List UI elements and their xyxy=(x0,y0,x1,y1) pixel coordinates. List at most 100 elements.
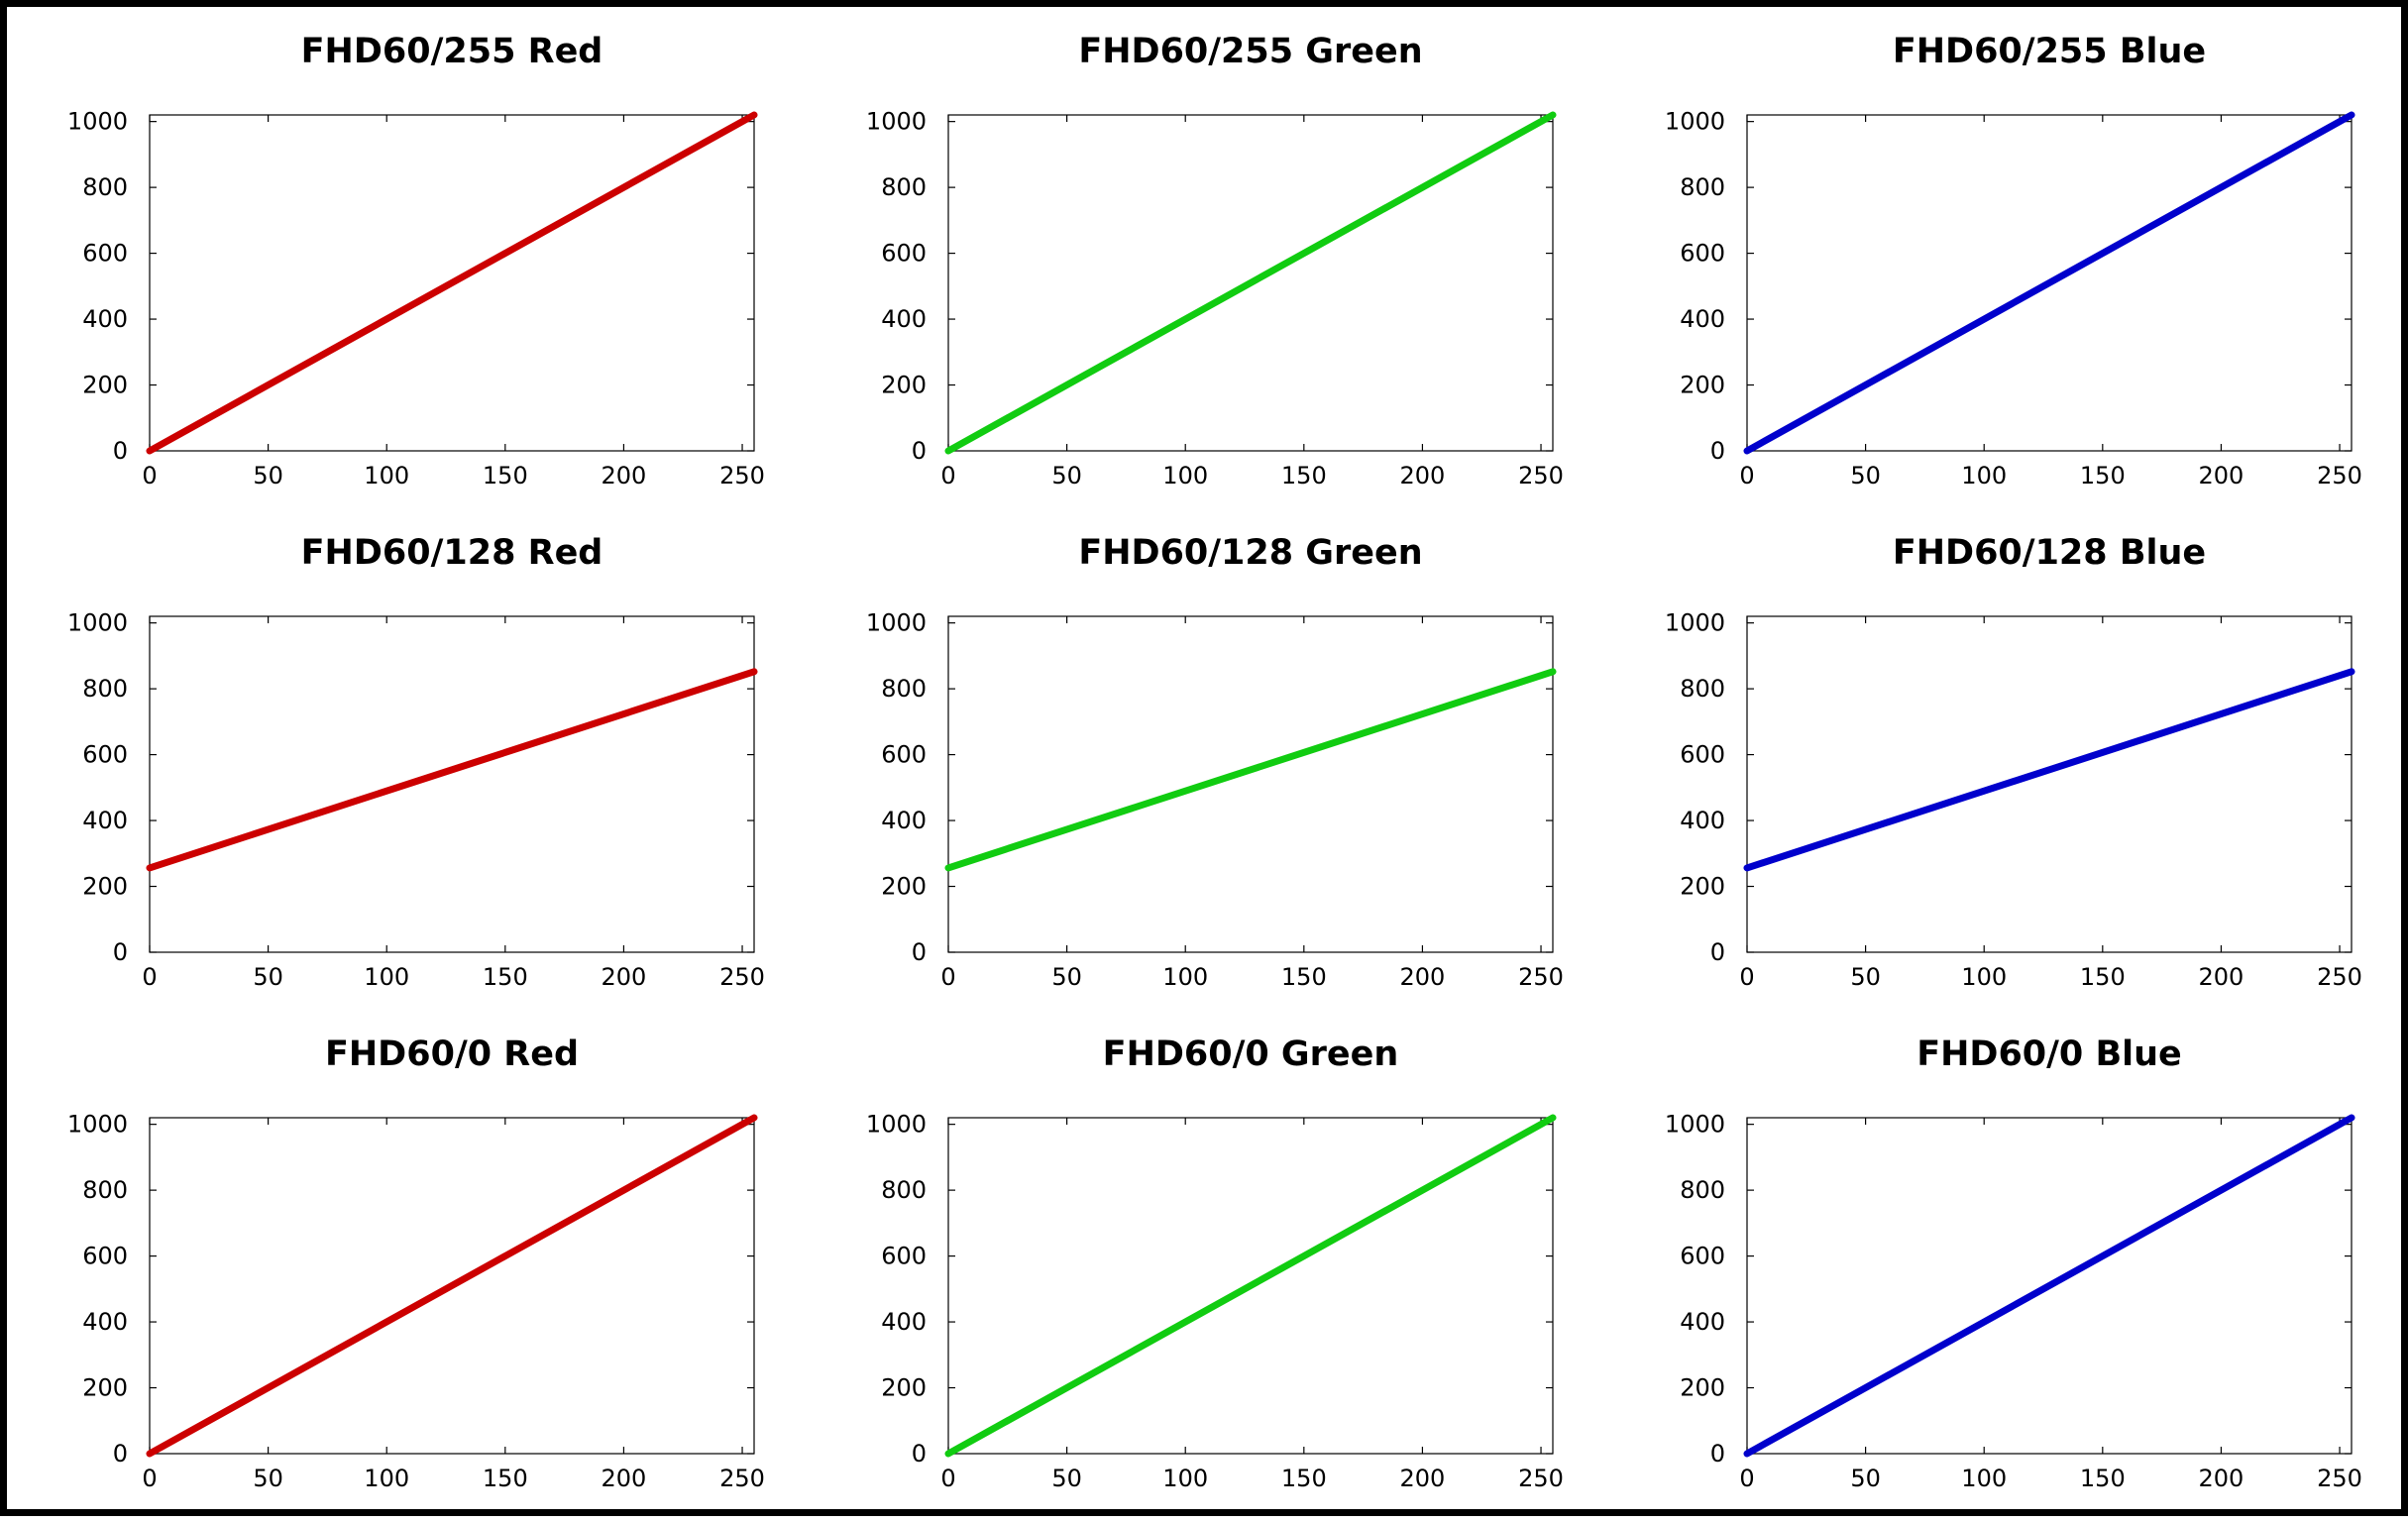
x-tick-label: 200 xyxy=(2199,963,2244,991)
y-tick-label: 0 xyxy=(1710,437,1725,465)
chart-title: FHD60/128 Red xyxy=(301,533,603,573)
y-tick-label: 1000 xyxy=(1665,1111,1725,1139)
series-line xyxy=(146,111,758,455)
chart-panel-5: FHD60/128 Green 0 50 100 150 200 250 0 200 400 600… xyxy=(866,533,1564,991)
plot-frame xyxy=(947,1117,1554,1455)
x-tick-label: 50 xyxy=(253,963,283,991)
y-tick-label: 0 xyxy=(1710,938,1725,966)
x-tick-label: 200 xyxy=(602,462,647,490)
chart-panel-9: FHD60/0 Blue 0 50 100 150 200 250 0 200 400 600 800… xyxy=(1665,1034,2362,1492)
y-tick-label: 600 xyxy=(1680,741,1725,769)
x-tick-label: 0 xyxy=(1739,462,1754,490)
x-tick-label: 200 xyxy=(602,963,647,991)
chart-title: FHD60/0 Red xyxy=(325,1034,579,1074)
x-tick-label: 150 xyxy=(2080,963,2126,991)
y-tick-label: 200 xyxy=(881,372,927,399)
x-tick-label: 200 xyxy=(1400,1465,1446,1492)
x-tick-label: 0 xyxy=(940,963,955,991)
y-tick-label: 1000 xyxy=(67,609,128,637)
y-tick-label: 1000 xyxy=(866,108,927,136)
y-tick-label: 800 xyxy=(1680,675,1725,703)
x-tick-label: 250 xyxy=(1518,963,1564,991)
chart-panel-3: FHD60/255 Blue 0 50 100 150 200 250 0 200 400 600 8… xyxy=(1665,32,2362,490)
x-tick-label: 250 xyxy=(719,963,765,991)
x-tick-label: 50 xyxy=(1850,963,1881,991)
y-tick-label: 200 xyxy=(1680,873,1725,901)
x-tick-label: 100 xyxy=(364,963,409,991)
y-tick-label: 200 xyxy=(881,873,927,901)
x-tick-label: 100 xyxy=(1162,1465,1208,1492)
chart-title: FHD60/255 Blue xyxy=(1893,32,2206,71)
y-tick-label: 600 xyxy=(82,741,128,769)
y-tick-label: 200 xyxy=(82,372,128,399)
y-tick-label: 200 xyxy=(82,1374,128,1402)
x-tick-label: 50 xyxy=(1850,1465,1881,1492)
x-tick-label: 0 xyxy=(142,963,157,991)
x-tick-label: 250 xyxy=(1518,462,1564,490)
y-tick-label: 1000 xyxy=(866,609,927,637)
y-tick-label: 0 xyxy=(912,1440,927,1468)
chart-title: FHD60/255 Green xyxy=(1078,32,1422,71)
x-tick-label: 50 xyxy=(1850,462,1881,490)
y-tick-label: 800 xyxy=(881,675,927,703)
y-tick-label: 0 xyxy=(113,938,128,966)
series-line xyxy=(1743,668,2355,872)
x-tick-label: 150 xyxy=(483,462,528,490)
x-tick-label: 150 xyxy=(483,963,528,991)
x-tick-label: 200 xyxy=(1400,963,1446,991)
y-tick-label: 600 xyxy=(881,1243,927,1270)
x-tick-label: 250 xyxy=(2317,462,2362,490)
x-tick-label: 50 xyxy=(1051,963,1082,991)
plot-frame xyxy=(149,114,755,452)
y-tick-label: 600 xyxy=(881,240,927,268)
x-tick-label: 0 xyxy=(1739,1465,1754,1492)
x-tick-label: 50 xyxy=(1051,1465,1082,1492)
x-tick-label: 200 xyxy=(2199,1465,2244,1492)
x-tick-label: 150 xyxy=(483,1465,528,1492)
plot-frame xyxy=(1746,114,2353,452)
x-tick-label: 250 xyxy=(2317,1465,2362,1492)
series-line xyxy=(944,1114,1557,1458)
y-tick-label: 400 xyxy=(881,305,927,333)
y-tick-label: 800 xyxy=(881,1176,927,1204)
x-tick-label: 200 xyxy=(2199,462,2244,490)
series-line xyxy=(146,668,758,872)
y-tick-label: 400 xyxy=(82,305,128,333)
y-tick-label: 800 xyxy=(1680,173,1725,201)
plot-frame xyxy=(1746,615,2353,953)
series-line xyxy=(1743,1114,2355,1458)
series-line xyxy=(1743,111,2355,455)
y-tick-label: 600 xyxy=(1680,1243,1725,1270)
y-tick-label: 800 xyxy=(82,173,128,201)
y-tick-label: 800 xyxy=(881,173,927,201)
x-tick-label: 100 xyxy=(1961,1465,2007,1492)
y-tick-label: 1000 xyxy=(1665,108,1725,136)
x-tick-label: 100 xyxy=(1162,963,1208,991)
chart-title: FHD60/0 Green xyxy=(1103,1034,1399,1074)
y-tick-label: 600 xyxy=(881,741,927,769)
x-tick-label: 250 xyxy=(719,1465,765,1492)
x-tick-label: 0 xyxy=(142,1465,157,1492)
x-tick-label: 0 xyxy=(1739,963,1754,991)
chart-panel-2: FHD60/255 Green 0 50 100 150 200 250 0 200 400 600… xyxy=(866,32,1564,490)
x-tick-label: 0 xyxy=(142,462,157,490)
y-tick-label: 400 xyxy=(881,1308,927,1336)
y-tick-label: 200 xyxy=(881,1374,927,1402)
y-tick-label: 600 xyxy=(1680,240,1725,268)
y-tick-label: 400 xyxy=(1680,305,1725,333)
x-tick-label: 0 xyxy=(940,1465,955,1492)
x-tick-label: 50 xyxy=(1051,462,1082,490)
y-tick-label: 1000 xyxy=(67,108,128,136)
y-tick-label: 600 xyxy=(82,240,128,268)
chart-panel-6: FHD60/128 Blue 0 50 100 150 200 250 0 200 400 600 8… xyxy=(1665,533,2362,991)
y-tick-label: 0 xyxy=(912,938,927,966)
x-tick-label: 100 xyxy=(364,1465,409,1492)
chart-panel-7: FHD60/0 Red 0 50 100 150 200 250 0 200 400 600 800 1… xyxy=(67,1034,765,1492)
x-tick-label: 100 xyxy=(1961,462,2007,490)
x-tick-label: 150 xyxy=(2080,462,2126,490)
y-tick-label: 400 xyxy=(82,807,128,834)
chart-title: FHD60/128 Green xyxy=(1078,533,1422,573)
x-tick-label: 150 xyxy=(1281,963,1327,991)
chart-title: FHD60/0 Blue xyxy=(1916,1034,2182,1074)
